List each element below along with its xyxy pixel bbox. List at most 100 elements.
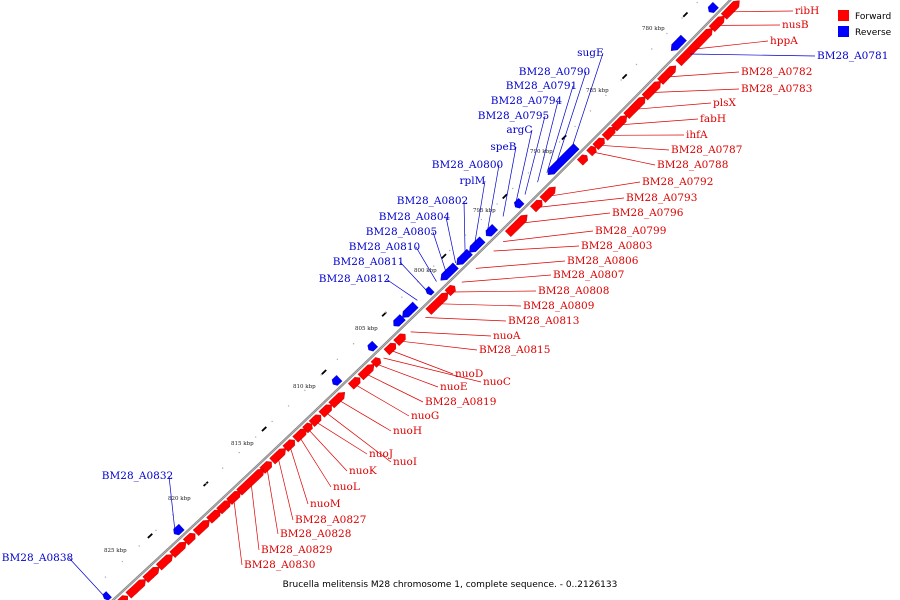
label-leader-bm28-a0802 (463, 200, 466, 254)
label-leader-nuom (289, 446, 309, 505)
label-leader-fabh (620, 118, 699, 126)
forward-gene-8 (592, 137, 605, 151)
label-leader-bm28-a0803 (493, 245, 580, 252)
reverse-gene-29 (331, 375, 343, 386)
forward-gene-2 (675, 28, 713, 67)
scale-dot (369, 327, 371, 329)
scale-dot (464, 234, 467, 236)
scale-dot (401, 296, 403, 298)
gene-label-speb: speB (490, 141, 516, 153)
forward-gene-23 (393, 333, 406, 346)
gene-label-nuol: nuoL (333, 481, 360, 493)
scale-dot (238, 451, 240, 454)
label-leader-bm28-a0806 (475, 260, 566, 269)
reverse-gene-15 (485, 224, 499, 237)
gene-label-bm28-a0832: BM28_A0832 (102, 470, 173, 482)
legend-reverse-label: Reverse (855, 28, 892, 38)
gene-label-nuoj: nuoJ (369, 448, 393, 460)
label-leader-bm28-a0790 (555, 71, 587, 164)
label-leader-bm28-a0808 (451, 290, 537, 293)
reverse-gene-52 (670, 34, 687, 51)
label-leader-hppa (695, 40, 769, 50)
forward-gene-28 (347, 377, 361, 390)
gene-label-bm28-a0808: BM28_A0808 (538, 285, 609, 297)
tick-label-825-kbp: 825 kbp (104, 548, 127, 554)
label-leader-bm28-a0813 (425, 317, 507, 322)
tick-mark-4 (441, 253, 447, 260)
reverse-gene-17 (456, 248, 473, 266)
label-leader-bm28-a0782 (667, 71, 740, 78)
reverse-gene-53 (707, 1, 719, 13)
label-leader-bm28-a0800 (486, 164, 500, 232)
gene-label-nuok: nuoK (349, 465, 377, 477)
tick-mark-3 (502, 193, 508, 200)
tick-mark-7 (261, 426, 267, 432)
forward-gene-9 (586, 145, 597, 157)
reverse-gene-22 (393, 314, 406, 327)
gene-label-bm28-a0792: BM28_A0792 (642, 176, 713, 188)
tick-marks: 780 kbp 785 kbp 790 kbp 795 kbp 800 kbp 805 k… (104, 1, 698, 578)
forward-gene-48 (117, 595, 128, 600)
label-leader-nuoa (410, 331, 492, 337)
gene-features (102, 0, 740, 600)
reverse-gene-55 (425, 286, 435, 296)
scale-dot (304, 389, 306, 392)
forward-gene-20 (425, 292, 449, 315)
tick-label-810-kbp: 810 kbp (293, 384, 316, 390)
scale-dot (666, 32, 668, 35)
label-leader-bm28-a0791 (546, 85, 574, 174)
scale-dot (221, 467, 224, 469)
legend: Forward Reverse (838, 10, 892, 38)
tick-mark-6 (321, 369, 327, 375)
tick-mark-1 (621, 73, 628, 80)
label-leader-bm28-a0815 (400, 340, 478, 351)
forward-gene-46 (142, 566, 160, 583)
scale-dot (512, 187, 514, 190)
gene-label-bm28-a0829: BM28_A0829 (261, 544, 332, 556)
scale-dot (121, 560, 124, 563)
label-leader-ribh (731, 10, 794, 13)
scale-dot (138, 545, 140, 547)
forward-gene-5 (623, 96, 646, 119)
gene-label-nuoi: nuoI (393, 456, 417, 468)
label-leader-bm28-a0829 (250, 483, 260, 551)
label-leader-speb (502, 146, 517, 217)
gene-label-plsx: plsX (713, 97, 736, 109)
gene-label-bm28-a0783: BM28_A0783 (741, 83, 812, 95)
label-leader-bm28-a0788 (593, 151, 656, 166)
tick-label-795-kbp: 795 kbp (473, 208, 496, 214)
gene-label-nuoc: nuoC (483, 376, 511, 388)
gene-labels: ribH nusB hppA BM28_A0782 BM28_A0783 plsX fabH… (2, 5, 888, 597)
legend-forward-swatch (838, 10, 849, 21)
gene-label-bm28-a0807: BM28_A0807 (553, 269, 624, 281)
chromosome-backbone (111, 0, 732, 600)
label-leader-bm28-a0805 (432, 231, 447, 273)
gene-label-bm28-a0811: BM28_A0811 (333, 256, 404, 268)
gene-label-bm28-a0803: BM28_A0803 (581, 240, 652, 252)
label-leader-bm28-a0827 (277, 458, 294, 521)
scale-dot (205, 482, 207, 485)
forward-gene-41 (206, 509, 221, 524)
gene-label-fabh: fabH (700, 113, 726, 125)
label-leader-bm28-a0828 (266, 468, 279, 535)
gene-label-bm28-a0806: BM28_A0806 (567, 255, 639, 267)
scale-dot (433, 265, 435, 267)
gene-label-ihfa: ihfA (686, 129, 708, 141)
gene-label-bm28-a0788: BM28_A0788 (657, 159, 728, 171)
reverse-gene-10 (547, 143, 580, 175)
label-leader-bm28-a0832 (168, 475, 176, 531)
forward-gene-7 (601, 126, 616, 141)
forward-gene-31 (318, 404, 332, 418)
gene-label-bm28-a0790: BM28_A0790 (519, 66, 590, 78)
forward-gene-33 (302, 422, 313, 434)
label-leader-bm28-a0810 (415, 246, 437, 282)
forward-gene-47 (125, 579, 146, 599)
label-leader-nuoc (383, 357, 482, 383)
label-leader-nuol (299, 437, 332, 488)
scale-dot (271, 420, 273, 423)
forward-gene-19 (444, 284, 456, 297)
forward-gene-12 (530, 199, 543, 213)
label-leader-bm28-a0811 (399, 261, 428, 292)
gene-label-nuod: nuoD (455, 368, 483, 380)
reverse-gene-21 (402, 301, 419, 318)
